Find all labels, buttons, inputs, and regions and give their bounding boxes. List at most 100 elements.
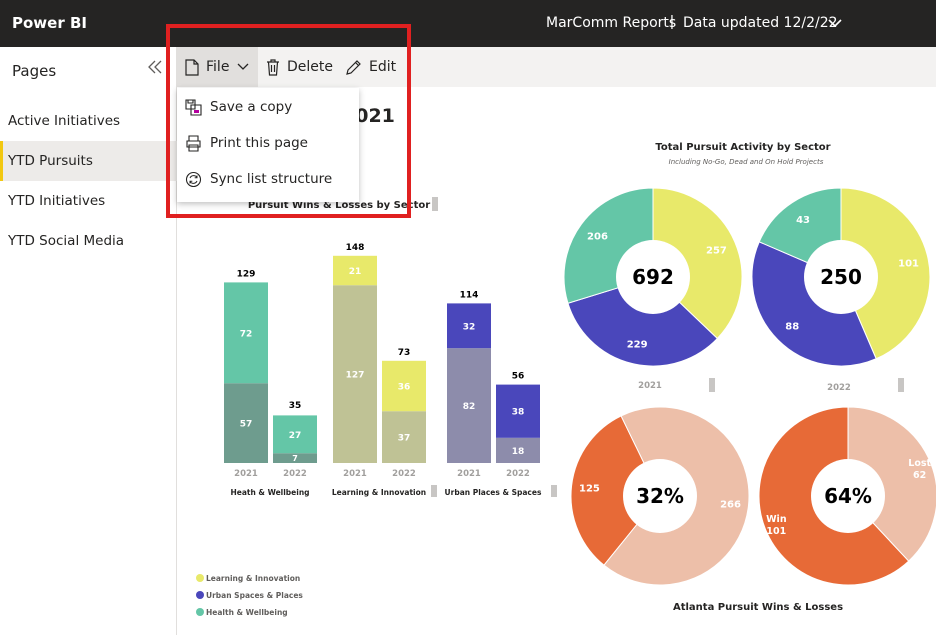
donut-slice[interactable]	[847, 406, 936, 562]
bar-year-label: 2021	[234, 469, 258, 479]
donut-year-label: 2022	[827, 383, 851, 393]
report-name[interactable]: MarComm Reports	[546, 15, 677, 31]
donut-center-value: 32%	[636, 484, 684, 508]
donut-slice[interactable]	[840, 187, 931, 360]
atlanta-wins-losses-chart: Atlanta Pursuit Wins & Losses	[673, 602, 843, 613]
bar-chart-title: Pursuit Wins & Losses by Sector	[248, 200, 430, 211]
report-canvas: Pursuit Wins & Losses by Sector 57 72 129 2…	[196, 142, 936, 617]
delete-button[interactable]: Delete	[266, 47, 333, 87]
donut-year-label: 2021	[638, 381, 662, 391]
donut-center-value: 64%	[824, 484, 872, 508]
donut-center-value: 692	[632, 265, 674, 289]
total-pursuit-activity-chart: Total Pursuit Activity by Sector Includi…	[655, 142, 904, 392]
sidebar-item-ytd-social-media[interactable]: YTD Social Media	[8, 233, 125, 249]
bar-segment-win[interactable]	[447, 303, 491, 349]
bar-total-label: 129	[237, 269, 256, 279]
donut-value-label: 43	[796, 215, 810, 226]
bar-segment-loss[interactable]	[496, 437, 540, 463]
file-dropdown-menu: Save a copy Print this page Sync list st…	[177, 88, 359, 202]
pursuit-wins-losses-chart: Pursuit Wins & Losses by Sector 57 72 129 2…	[196, 197, 557, 617]
legend-label[interactable]: Learning & Innovation	[206, 574, 300, 583]
menu-item-sync-list[interactable]: Sync list structure	[177, 161, 359, 197]
bar-year-label: 2022	[392, 469, 416, 479]
bar-data-label: 32	[463, 322, 476, 332]
sidebar-item-ytd-initiatives[interactable]: YTD Initiatives	[8, 193, 106, 209]
atlanta-chart-title: Atlanta Pursuit Wins & Losses	[673, 602, 843, 613]
file-button-label: File	[206, 59, 230, 75]
bar-segment-loss[interactable]	[273, 453, 317, 463]
report-toolbar: File Delete Edit	[177, 47, 936, 87]
bar-segment-win[interactable]	[382, 360, 426, 412]
chevron-down-icon	[237, 63, 249, 70]
bar-segment-win[interactable]	[333, 255, 377, 286]
sidebar-item-active-initiatives[interactable]: Active Initiatives	[8, 113, 121, 129]
bar-data-label: 127	[346, 371, 365, 381]
bar-data-label: 38	[512, 408, 525, 418]
bar-segment-win[interactable]	[496, 384, 540, 438]
chevron-down-icon[interactable]	[828, 17, 842, 29]
bar-year-label: 2021	[457, 469, 481, 479]
donut-slice[interactable]	[751, 241, 877, 367]
collapse-sidebar-icon[interactable]	[146, 59, 164, 75]
edit-button-label: Edit	[369, 59, 397, 75]
donut-value-label: 88	[785, 321, 799, 332]
printer-icon	[186, 134, 201, 152]
donut-center-value: 250	[820, 265, 862, 289]
donut-value-label: 101	[898, 259, 919, 270]
legend-label[interactable]: Urban Spaces & Places	[206, 591, 303, 600]
visual-scroll-handle[interactable]	[431, 485, 437, 497]
file-icon	[185, 58, 199, 76]
donut-hole	[804, 240, 878, 314]
bar-data-label: 21	[349, 267, 362, 277]
donut-hole	[623, 459, 697, 533]
menu-item-print-page[interactable]: Print this page	[177, 125, 359, 161]
visual-scroll-handle[interactable]	[709, 378, 715, 392]
bar-total-label: 73	[398, 348, 411, 358]
file-menu-button[interactable]: File	[177, 47, 258, 87]
bar-total-label: 35	[289, 401, 302, 411]
bar-segment-loss[interactable]	[447, 348, 491, 463]
data-updated-label[interactable]: Data updated 12/2/22	[683, 15, 838, 31]
donut-slice-label: Lost	[908, 458, 931, 469]
visual-scroll-handle[interactable]	[898, 378, 904, 392]
pages-sidebar: Pages Active Initiatives YTD Pursuits YT…	[0, 47, 177, 635]
donut-value-label: 266	[720, 500, 741, 511]
bar-year-label: 2022	[283, 469, 307, 479]
pencil-icon	[346, 59, 361, 75]
bar-data-label: 57	[240, 420, 253, 430]
bar-data-label: 37	[398, 434, 411, 444]
bar-data-label: 82	[463, 402, 476, 412]
bar-year-label: 2022	[506, 469, 530, 479]
donut-slice[interactable]	[652, 187, 743, 340]
donut-value-label: 62	[913, 470, 926, 481]
bar-sector-label: Heath & Wellbeing	[230, 488, 309, 497]
bar-segment-loss[interactable]	[333, 285, 377, 463]
top-bar: Power BI MarComm Reports | Data updated …	[0, 0, 936, 47]
trash-icon	[267, 58, 279, 76]
donut-chart-title: Total Pursuit Activity by Sector	[655, 142, 830, 153]
visual-scroll-handle[interactable]	[432, 197, 438, 211]
app-name[interactable]: Power BI	[12, 14, 87, 32]
bar-year-label: 2021	[343, 469, 367, 479]
donut-slice[interactable]	[567, 276, 719, 367]
donut-slice[interactable]	[570, 415, 661, 566]
donut-value-label: 206	[587, 232, 608, 243]
legend-marker	[196, 608, 204, 616]
bar-data-label: 27	[289, 431, 302, 441]
donut-value-label: 101	[766, 526, 786, 537]
legend-label[interactable]: Health & Wellbeing	[206, 608, 288, 617]
visual-scroll-handle[interactable]	[551, 485, 557, 497]
bar-segment-loss[interactable]	[224, 383, 268, 463]
bar-segment-win[interactable]	[273, 415, 317, 454]
donut-hole	[616, 240, 690, 314]
edit-button[interactable]: Edit	[345, 47, 396, 87]
menu-item-save-copy[interactable]: Save a copy	[177, 89, 359, 125]
bar-segment-win[interactable]	[224, 282, 268, 384]
save-copy-icon	[185, 98, 202, 116]
bar-total-label: 114	[460, 290, 479, 300]
sidebar-item-ytd-pursuits[interactable]: YTD Pursuits	[0, 141, 177, 181]
sync-icon	[185, 171, 202, 187]
donut-chart-subtitle: Including No-Go, Dead and On Hold Projec…	[669, 158, 824, 166]
bar-segment-loss[interactable]	[382, 411, 426, 463]
donut-value-label: 257	[706, 245, 727, 256]
